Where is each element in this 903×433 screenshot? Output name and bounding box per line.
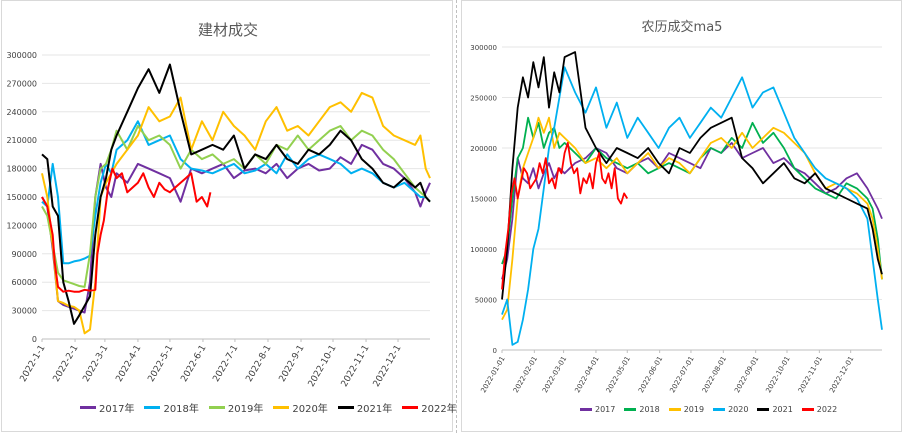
y-tick-label: 90000 xyxy=(12,250,37,259)
x-tick-label: 2022-12-01 xyxy=(828,355,855,394)
y-tick-label: 0 xyxy=(493,347,497,355)
legend-swatch xyxy=(668,408,681,411)
legend-label: 2017 xyxy=(595,405,616,414)
series-line-2021年 xyxy=(41,63,431,325)
x-tick-label: 2022-9-1 xyxy=(278,344,307,384)
x-tick-label: 2022-6-1 xyxy=(179,344,208,384)
legend-label: 2018年 xyxy=(163,404,199,415)
series-line-2017 xyxy=(501,142,883,280)
y-tick-label: 300000 xyxy=(6,51,37,60)
legend-swatch xyxy=(757,408,770,411)
x-tick-label: 2022-07-01 xyxy=(668,355,695,394)
x-tick-label: 2022-05-01 xyxy=(605,355,632,394)
legend-item: 2020 xyxy=(713,405,748,414)
y-tick-label: 60000 xyxy=(12,278,37,287)
left-chart-svg: 建材成交 0 30000 60000 90000 120000 150000 180000 21… xyxy=(6,21,431,389)
legend-label: 2022年 xyxy=(421,404,457,415)
x-tick-label: 2022-01-01 xyxy=(479,355,506,394)
legend-item: 2019 xyxy=(668,405,705,414)
legend-label: 2020年 xyxy=(292,404,328,415)
series-line-2020 xyxy=(501,66,883,346)
series-line-2019年 xyxy=(41,125,431,288)
legend-label: 2018 xyxy=(639,405,660,414)
y-tick-label: 150000 xyxy=(6,193,37,202)
x-tick-label: 2022-09-01 xyxy=(733,355,760,394)
right-chart-svg: 农历成交ma5 0 50000 100000 150000 200000 250000 300… xyxy=(470,19,883,394)
x-tick-label: 2022-12-1 xyxy=(372,344,404,389)
x-tick-label: 2022-4-1 xyxy=(114,344,143,384)
legend-swatch xyxy=(624,408,637,411)
series-line-2018 xyxy=(501,116,883,280)
x-tick-label: 2022-8-1 xyxy=(244,344,273,384)
right-legend: 2017 2018 2019 2020 2021 2022 xyxy=(580,405,837,414)
legend-label: 2021年 xyxy=(356,404,393,415)
x-tick-label: 2022-08-01 xyxy=(701,355,728,394)
legend-label: 2017年 xyxy=(99,404,135,415)
legend-label: 2021 xyxy=(772,405,793,414)
x-tick-label: 2022-11-01 xyxy=(797,355,824,394)
series-line-2022 xyxy=(501,142,629,290)
x-tick-label: 2022-5-1 xyxy=(146,344,175,384)
series-line-2021 xyxy=(501,51,883,300)
legend-item: 2022年 xyxy=(402,400,457,415)
x-tick-label: 2022-7-1 xyxy=(211,344,240,384)
chart-title: 建材成交 xyxy=(198,21,258,39)
y-tick-label: 180000 xyxy=(6,165,37,174)
legend-swatch xyxy=(801,408,814,411)
left-legend: 2017年 2018年 2019年 2020年 2021年 2022年 xyxy=(80,400,457,415)
legend-item: 2017 xyxy=(580,405,615,414)
chart-title: 农历成交ma5 xyxy=(642,19,723,35)
x-tick-label: 2022-03-01 xyxy=(541,355,568,394)
x-tick-label: 2022-02-01 xyxy=(512,355,539,394)
legend-item: 2019年 xyxy=(208,400,264,415)
legend-swatch xyxy=(144,406,161,409)
left-chart-panel: 建材成交 0 30000 60000 90000 120000 150000 180000 21… xyxy=(1,0,457,432)
right-chart-panel: 农历成交ma5 0 50000 100000 150000 200000 250000 300… xyxy=(461,0,902,432)
x-tick-label: 2022-06-01 xyxy=(637,355,664,394)
legend-swatch xyxy=(337,406,354,409)
x-tick-label: 2022-3-1 xyxy=(81,344,110,384)
legend-label: 2020 xyxy=(728,405,749,414)
legend-label: 2019 xyxy=(683,405,705,414)
x-tick-label: 2022-11-1 xyxy=(340,344,372,389)
y-tick-label: 30000 xyxy=(12,307,37,316)
legend-item: 2018年 xyxy=(144,400,199,415)
series-line-2022年 xyxy=(41,167,212,293)
legend-item: 2017年 xyxy=(80,400,134,415)
legend-swatch xyxy=(208,406,225,409)
x-tick-label: 2022-2-1 xyxy=(52,344,81,384)
legend-item: 2022 xyxy=(801,405,838,414)
legend-item: 2021年 xyxy=(337,400,393,415)
legend-item: 2018 xyxy=(624,405,660,414)
legend-label: 2022 xyxy=(816,405,838,414)
y-tick-label: 300000 xyxy=(470,44,497,52)
legend-swatch xyxy=(713,408,726,411)
y-tick-label: 50000 xyxy=(475,297,497,305)
x-tick-label: 2022-1-1 xyxy=(19,344,48,384)
y-tick-label: 100000 xyxy=(470,246,497,254)
y-tick-label: 0 xyxy=(32,335,37,344)
legend-label: 2019年 xyxy=(227,404,264,415)
series-line-2018年 xyxy=(41,120,431,265)
y-tick-label: 150000 xyxy=(470,196,497,204)
legend-swatch xyxy=(402,406,419,409)
x-tick-label: 2022-10-01 xyxy=(764,355,791,394)
legend-item: 2021 xyxy=(757,405,793,414)
legend-swatch xyxy=(273,406,290,409)
y-tick-label: 200000 xyxy=(470,145,497,153)
y-tick-label: 120000 xyxy=(6,221,37,230)
legend-swatch xyxy=(580,408,592,411)
legend-item: 2020年 xyxy=(273,400,328,415)
panel-divider xyxy=(456,0,457,433)
y-tick-label: 270000 xyxy=(6,79,37,88)
series-line-2020年 xyxy=(41,91,431,335)
y-tick-label: 240000 xyxy=(6,108,37,117)
y-tick-label: 250000 xyxy=(470,95,497,103)
legend-swatch xyxy=(80,406,96,409)
y-tick-label: 210000 xyxy=(6,136,37,145)
x-tick-label: 2022-04-01 xyxy=(573,355,600,394)
x-tick-label: 2022-10-1 xyxy=(307,344,339,389)
